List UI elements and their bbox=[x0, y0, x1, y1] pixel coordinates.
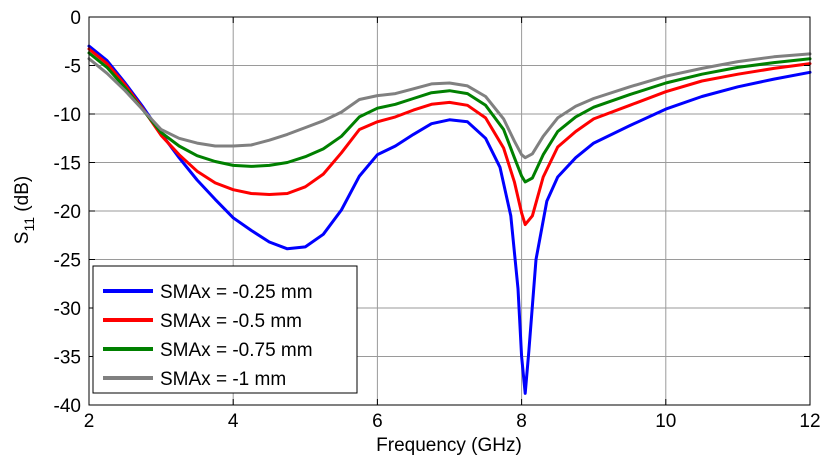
x-tick-label: 10 bbox=[655, 411, 676, 432]
y-tick-label: -5 bbox=[64, 57, 81, 78]
legend-label-3: SMAx = -0.75 mm bbox=[160, 340, 313, 361]
legend: SMAx = -0.25 mm SMAx = -0.5 mm SMAx = -0.7… bbox=[92, 265, 358, 394]
y-axis-label-subscript: 11 bbox=[21, 217, 37, 232]
x-tick-label: 12 bbox=[799, 411, 820, 432]
y-tick-label: -10 bbox=[54, 105, 81, 126]
legend-label-1: SMAx = -0.25 mm bbox=[160, 282, 313, 303]
y-axis-label: S11 (dB) bbox=[12, 176, 37, 244]
x-tick-label: 8 bbox=[516, 411, 527, 432]
x-tick-label: 4 bbox=[228, 411, 239, 432]
y-axis-label-main: S bbox=[12, 232, 33, 245]
x-tick-labels: 2 4 6 8 10 12 bbox=[84, 411, 821, 432]
series-line-1 bbox=[87, 44, 812, 395]
series-lines bbox=[87, 44, 812, 395]
y-tick-label: 0 bbox=[70, 8, 81, 29]
legend-box bbox=[92, 265, 358, 394]
x-tick-label: 6 bbox=[372, 411, 383, 432]
y-tick-label: -35 bbox=[54, 348, 81, 369]
legend-label-4: SMAx = -1 mm bbox=[160, 369, 286, 390]
series-line-3 bbox=[87, 51, 812, 184]
legend-label-2: SMAx = -0.5 mm bbox=[160, 311, 302, 332]
y-tick-labels: 0 -5 -10 -15 -20 -25 -30 -35 -40 bbox=[54, 8, 81, 417]
axis-ticks bbox=[88, 16, 811, 406]
series-line-2 bbox=[87, 47, 812, 227]
y-tick-label: -15 bbox=[54, 154, 81, 175]
y-tick-label: -30 bbox=[54, 299, 81, 320]
y-tick-label: -40 bbox=[54, 396, 81, 417]
series-line-4 bbox=[87, 52, 812, 160]
y-axis-label-unit: (dB) bbox=[12, 176, 33, 217]
x-axis-label: Frequency (GHz) bbox=[376, 435, 522, 456]
x-tick-label: 2 bbox=[84, 411, 95, 432]
y-tick-label: -20 bbox=[54, 202, 81, 223]
y-tick-label: -25 bbox=[54, 251, 81, 272]
